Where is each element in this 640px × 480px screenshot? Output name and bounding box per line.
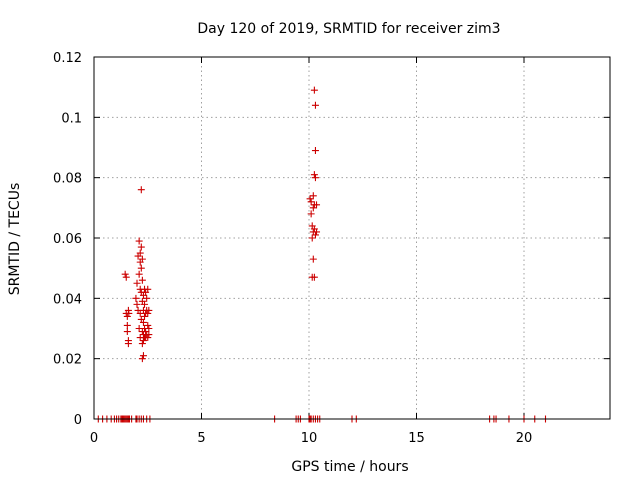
data-point (125, 309, 133, 317)
data-point (121, 270, 129, 278)
y-tick-label: 0.04 (53, 292, 82, 307)
data-point (141, 312, 149, 320)
data-point (310, 86, 318, 94)
data-point (143, 294, 151, 302)
x-tick-label: 0 (90, 431, 98, 446)
data-point (313, 228, 321, 236)
y-tick-label: 0.06 (53, 232, 82, 247)
data-point (133, 300, 141, 308)
y-tick-label: 0.1 (61, 111, 82, 126)
data-point (139, 352, 147, 360)
x-axis-label: GPS time / hours (291, 459, 408, 475)
data-point (308, 234, 316, 242)
data-point (139, 318, 147, 326)
data-point (136, 249, 144, 257)
data-point (138, 255, 146, 263)
data-point (144, 309, 152, 317)
x-tick-label: 15 (408, 431, 425, 446)
data-point (133, 279, 141, 287)
data-point (141, 300, 149, 308)
data-point (145, 331, 153, 339)
data-point (138, 276, 146, 284)
data-point (310, 171, 318, 179)
data-point (124, 340, 132, 348)
data-point (135, 270, 143, 278)
data-point (309, 204, 317, 212)
data-point (311, 231, 319, 239)
x-tick-label: 20 (516, 431, 533, 446)
data-point (137, 186, 145, 194)
data-point (309, 255, 317, 263)
data-point (135, 237, 143, 245)
tick-labels: 0 5 10 15 20 0 0.02 0.04 0.06 0.08 0.1 0.12 (53, 51, 532, 446)
data-point (313, 201, 321, 209)
data-point (311, 101, 319, 109)
data-point (138, 355, 146, 363)
data-point (138, 340, 146, 348)
grid (94, 57, 610, 419)
y-tick-label: 0.12 (53, 51, 82, 66)
data-point (123, 312, 131, 320)
data-point (122, 273, 130, 281)
data-point (144, 321, 152, 329)
data-point (310, 273, 318, 281)
data-point (309, 192, 317, 200)
data-point (137, 243, 145, 251)
y-tick-label: 0.08 (53, 172, 82, 187)
data-point (145, 306, 153, 314)
data-point (307, 198, 315, 206)
chart-title: Day 120 of 2019, SRMTID for receiver zim… (197, 21, 500, 37)
data-point (311, 147, 319, 155)
data-point (123, 328, 131, 336)
data-point (311, 174, 319, 182)
data-point (145, 325, 153, 332)
data-point (307, 210, 315, 218)
x-tick-label: 5 (197, 431, 205, 446)
x-tick-label: 10 (301, 431, 318, 446)
data-point (306, 195, 314, 203)
data-point (132, 294, 140, 302)
data-point (144, 285, 152, 293)
y-tick-label: 0 (74, 413, 82, 428)
y-axis-label: SRMTID / TECUs (7, 183, 23, 296)
plot-frame (93, 56, 611, 420)
data-point (142, 328, 150, 336)
data-point (144, 334, 152, 342)
data-points (94, 86, 549, 423)
data-point (137, 264, 145, 272)
y-tick-label: 0.02 (53, 353, 82, 368)
data-point (123, 321, 131, 329)
